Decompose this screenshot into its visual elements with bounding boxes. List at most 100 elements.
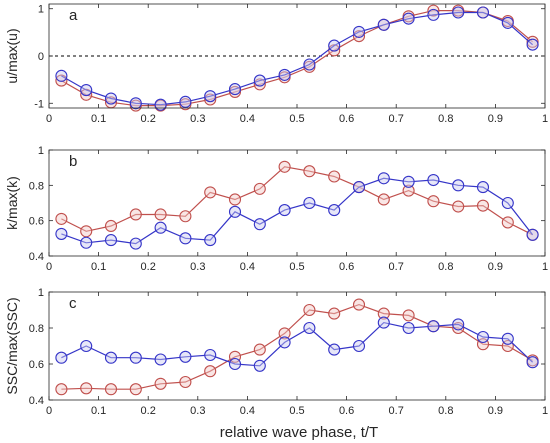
data-point (303, 196, 316, 210)
series-line-red (61, 10, 533, 107)
data-point (377, 316, 390, 329)
data-point (352, 339, 366, 353)
data-point (303, 165, 316, 178)
data-point (402, 309, 415, 322)
data-point (526, 38, 539, 51)
y-tick-label: 0 (38, 51, 44, 63)
data-point (501, 216, 514, 229)
x-tick-label: 0.4 (240, 261, 255, 273)
x-tick-label: 0.6 (339, 113, 354, 125)
data-point (377, 172, 390, 185)
data-point (526, 356, 539, 369)
x-tick-label: 0.2 (141, 405, 156, 417)
axes-box (48, 291, 546, 401)
y-axis-label: k/max(k) (4, 176, 20, 230)
data-point (328, 343, 341, 356)
data-point (476, 181, 490, 194)
x-tick-label: 0.1 (91, 405, 106, 417)
data-point (129, 237, 142, 250)
x-tick-label: 0.1 (91, 113, 106, 125)
y-tick-label: 0.4 (29, 395, 44, 407)
data-point (129, 383, 142, 396)
y-tick-label: 1 (38, 287, 44, 299)
data-point (179, 210, 192, 223)
x-tick-label: 0.9 (488, 113, 503, 125)
x-tick-label: 0 (46, 261, 52, 273)
data-point (427, 4, 440, 17)
data-point (228, 357, 242, 371)
data-point (129, 97, 142, 110)
x-tick-label: 0.8 (438, 113, 453, 125)
y-tick-label: -1 (34, 98, 44, 110)
y-tick-label: 0.4 (29, 251, 44, 263)
data-point (55, 227, 68, 240)
data-point (328, 307, 341, 320)
data-point (154, 208, 167, 221)
data-point (377, 18, 390, 31)
x-tick-label: 0.4 (240, 405, 255, 417)
x-tick-label: 0.3 (190, 405, 205, 417)
x-tick-label: 0.6 (339, 405, 354, 417)
data-point (179, 95, 192, 108)
data-point (278, 204, 291, 217)
data-point (476, 199, 490, 212)
data-point (352, 298, 366, 311)
data-point (104, 219, 118, 233)
data-point (501, 332, 514, 345)
data-point (476, 6, 490, 19)
x-tick-label: 0.6 (339, 261, 354, 273)
x-tick-label: 1 (542, 261, 548, 273)
series-line-red (61, 303, 533, 390)
data-point (80, 88, 93, 101)
data-point (80, 382, 93, 395)
panel-label: a (69, 7, 78, 24)
data-point (402, 184, 415, 197)
x-tick-label: 0.5 (289, 113, 304, 125)
y-axis-label: SSC/max(SSC) (4, 297, 20, 394)
data-point (204, 234, 217, 247)
data-point (352, 25, 366, 38)
data-point (402, 321, 415, 335)
data-point (154, 353, 167, 366)
data-point (452, 200, 465, 213)
data-point (427, 195, 440, 208)
data-point (328, 204, 341, 217)
data-point (55, 212, 68, 225)
panel-c: 0 0.1 0.2 0.3 0.4 0.5 0.6 0.7 0.8 0.9 1 0.4 0.6 0.8 1 S… (4, 287, 548, 417)
data-point (452, 6, 465, 19)
data-point (154, 221, 167, 234)
data-point (253, 359, 266, 372)
x-tick-label: 0.5 (289, 405, 304, 417)
data-point (476, 330, 490, 344)
panel-b: 0 0.1 0.2 0.3 0.4 0.5 0.6 0.7 0.8 0.9 1 0.4 0.6 0.8 1 k… (4, 145, 548, 273)
x-tick-label: 0.2 (141, 261, 156, 273)
data-point (80, 225, 93, 238)
data-point (129, 208, 142, 221)
data-point (452, 318, 465, 331)
data-point (278, 336, 291, 349)
series-line-blue (61, 177, 534, 245)
data-point (129, 351, 142, 364)
series-line-blue (61, 321, 534, 367)
x-tick-label: 1 (542, 113, 548, 125)
x-tick-label: 0.3 (190, 113, 205, 125)
data-point (303, 303, 316, 317)
series-line-blue (61, 11, 533, 106)
data-point (253, 74, 266, 87)
data-point (228, 85, 242, 98)
data-point (228, 205, 242, 218)
data-point (328, 39, 341, 52)
y-tick-label: 0.8 (29, 180, 44, 192)
x-tick-label: 0.1 (91, 261, 106, 273)
y-tick-label: 0.6 (29, 359, 44, 371)
data-point (55, 351, 68, 364)
x-tick-label: 0.7 (389, 113, 404, 125)
x-tick-label: 0.5 (289, 261, 304, 273)
x-axis-label: relative wave phase, t/T (220, 424, 378, 441)
data-point (278, 68, 291, 81)
x-tick-label: 0.4 (240, 113, 255, 125)
data-point (204, 348, 217, 362)
data-point (179, 350, 192, 363)
data-point (104, 383, 118, 396)
data-point (501, 196, 514, 210)
